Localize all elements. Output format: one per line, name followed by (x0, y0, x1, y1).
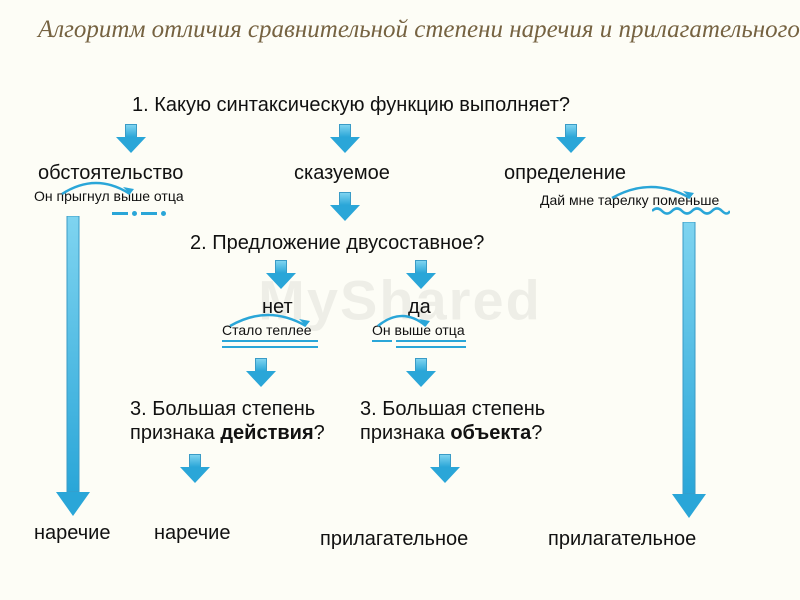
arrow-no-q3a (246, 358, 276, 390)
output-prilagatelnoe-2: прилагательное (548, 528, 696, 551)
arc-opred-icon (606, 182, 696, 200)
output-narechie-1: наречие (34, 522, 110, 545)
question-3a-line2: признака действия? (130, 422, 325, 445)
arrow-skaz-q2 (330, 192, 360, 224)
underline-circumstance-icon (112, 204, 170, 214)
arrow-q2-yes (406, 260, 436, 292)
arc-da-icon (372, 310, 432, 328)
arrow-q1-obst (116, 124, 146, 156)
question-3b-line1: 3. Большая степень (360, 398, 545, 421)
arrow-q1-opred (556, 124, 586, 156)
underline-double-da-icon (396, 340, 466, 348)
arrow-obst-long (56, 216, 90, 521)
underline-wavy-icon (652, 206, 730, 216)
label-skazuemoe: сказуемое (294, 162, 390, 185)
question-1: 1. Какую синтаксическую функцию выполняе… (132, 94, 570, 117)
output-prilagatelnoe-1: прилагательное (320, 528, 468, 551)
output-narechie-2: наречие (154, 522, 230, 545)
underline-single-subject-icon (372, 340, 392, 342)
question-2: 2. Предложение двусоставное? (190, 232, 484, 255)
arrow-q3b-out (430, 454, 460, 486)
arrow-q2-no (266, 260, 296, 292)
arrow-yes-q3b (406, 358, 436, 390)
arrow-opred-long (672, 222, 706, 523)
arc-obst-icon (56, 178, 136, 196)
question-3a-line1: 3. Большая степень (130, 398, 315, 421)
arc-net-icon (224, 310, 312, 328)
slide-title: Алгоритм отличия сравнительной степени н… (38, 14, 800, 45)
question-3b-line2: признака объекта? (360, 422, 542, 445)
arrow-q1-skaz (330, 124, 360, 156)
arrow-q3a-out (180, 454, 210, 486)
underline-double-net-icon (222, 340, 318, 348)
